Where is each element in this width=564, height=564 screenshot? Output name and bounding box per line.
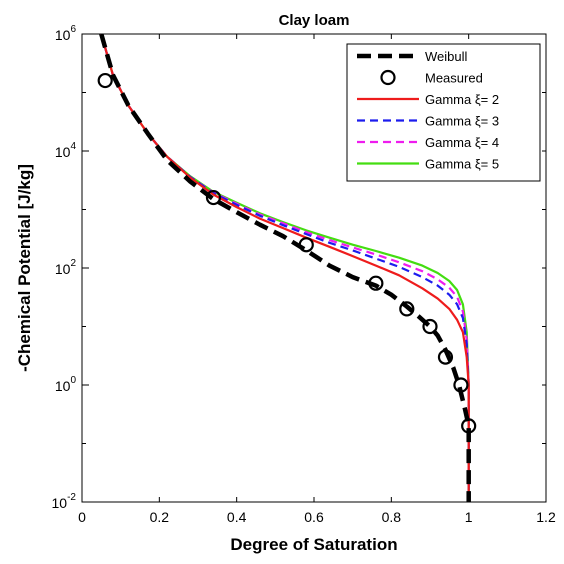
legend-label: Gamma ξ= 3 <box>425 114 499 129</box>
x-tick-label: 0.6 <box>304 509 324 525</box>
y-tick-label: 104 <box>55 141 77 160</box>
legend-label: Gamma ξ= 2 <box>425 92 499 107</box>
x-tick-label: 1.2 <box>536 509 556 525</box>
legend-label: Weibull <box>425 49 468 64</box>
measured-point <box>453 377 469 393</box>
y-axis-ticks: 10-2 100 102 104 106 <box>52 24 546 511</box>
measured-point <box>437 349 454 365</box>
y-tick-label: 102 <box>55 258 77 277</box>
legend-box <box>346 43 541 182</box>
measured-point <box>461 418 477 434</box>
x-tick-label: 0.8 <box>382 509 402 525</box>
measured-point <box>399 301 415 317</box>
legend: Weibull Measured Gamma ξ= 2 Gamma ξ= 3 Gamma… <box>346 43 541 182</box>
y-axis-label: -Chemical Potential [J/kg] <box>15 164 34 372</box>
y-tick-label: 10-2 <box>52 492 77 511</box>
legend-label: Measured <box>425 71 483 86</box>
measured-point <box>205 189 222 206</box>
series-layer <box>97 34 477 502</box>
x-axis-ticks: 0 0.2 0.4 0.6 0.8 1 1.2 <box>78 34 556 525</box>
x-tick-label: 0.2 <box>150 509 170 525</box>
legend-label: Gamma ξ= 4 <box>425 135 499 150</box>
measured-point <box>368 275 384 291</box>
chart-title: Clay loam <box>279 12 350 29</box>
x-axis-label: Degree of Saturation <box>230 535 397 554</box>
x-tick-label: 0.4 <box>227 509 247 525</box>
measured-point <box>97 72 113 89</box>
y-tick-label: 100 <box>55 375 77 394</box>
x-tick-label: 0 <box>78 509 86 525</box>
measured-point <box>422 318 438 335</box>
legend-label: Gamma ξ= 5 <box>425 157 499 172</box>
legend-marker <box>380 69 396 86</box>
x-tick-label: 1 <box>465 509 473 525</box>
series-line-0 <box>99 34 471 502</box>
y-tick-label: 106 <box>55 24 77 43</box>
measured-point <box>298 237 314 253</box>
